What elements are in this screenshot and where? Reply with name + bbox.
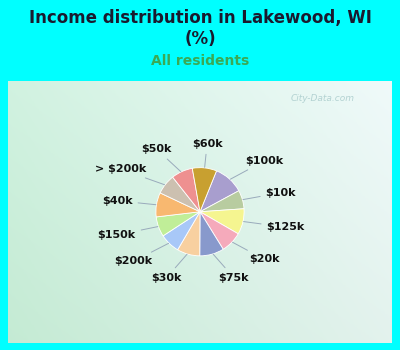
Wedge shape <box>178 212 200 256</box>
Text: $150k: $150k <box>98 226 158 240</box>
Text: Income distribution in Lakewood, WI: Income distribution in Lakewood, WI <box>28 9 372 27</box>
Text: (%): (%) <box>184 30 216 48</box>
Wedge shape <box>156 193 200 217</box>
Wedge shape <box>200 209 244 234</box>
Text: $200k: $200k <box>115 243 168 266</box>
Text: $100k: $100k <box>230 156 284 179</box>
Wedge shape <box>192 168 216 212</box>
Text: $10k: $10k <box>243 188 296 200</box>
Wedge shape <box>173 168 200 212</box>
Text: $75k: $75k <box>213 254 249 282</box>
Text: $50k: $50k <box>142 145 181 172</box>
Text: $60k: $60k <box>192 139 222 167</box>
Text: $125k: $125k <box>244 222 305 232</box>
Text: City-Data.com: City-Data.com <box>291 93 355 103</box>
Text: $20k: $20k <box>232 242 280 264</box>
Wedge shape <box>200 212 223 256</box>
Wedge shape <box>200 212 238 249</box>
Wedge shape <box>163 212 200 250</box>
Wedge shape <box>200 191 244 212</box>
Wedge shape <box>160 177 200 212</box>
Text: $40k: $40k <box>102 196 156 206</box>
Text: All residents: All residents <box>151 54 249 68</box>
Wedge shape <box>156 212 200 236</box>
Text: $30k: $30k <box>152 254 187 283</box>
Text: > $200k: > $200k <box>95 164 164 185</box>
Wedge shape <box>200 171 239 212</box>
